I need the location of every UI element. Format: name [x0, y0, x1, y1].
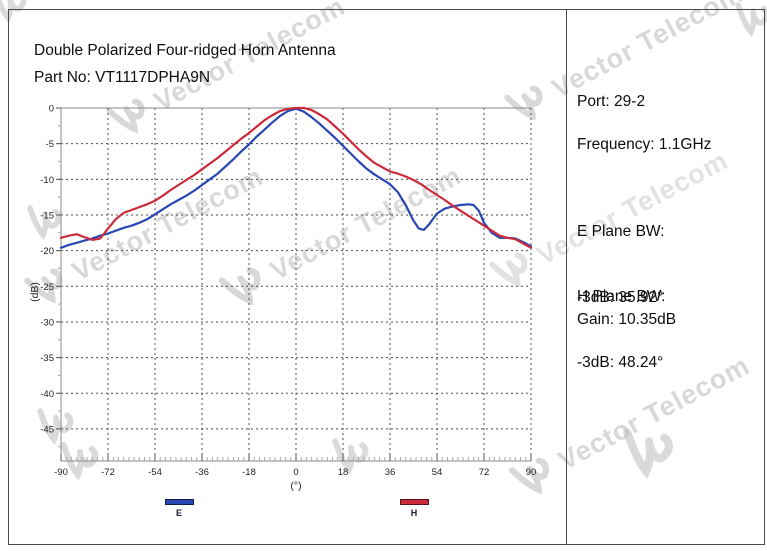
frequency-value: Frequency: 1.1GHz: [577, 136, 712, 153]
svg-text:0: 0: [293, 467, 298, 478]
legend-swatch-h: [399, 499, 429, 505]
svg-text:54: 54: [432, 467, 443, 478]
svg-text:-20: -20: [40, 246, 54, 257]
svg-text:-18: -18: [242, 467, 256, 478]
info-panel: Port: 29-2 Frequency: 1.1GHz E Plane BW:…: [566, 10, 764, 544]
svg-text:-90: -90: [54, 467, 68, 478]
frame: Double Polarized Four-ridged Horn Antenn…: [8, 9, 765, 545]
svg-text:-10: -10: [40, 175, 54, 186]
e-plane-beamwidth: E Plane BW: -3dB: 35.92°: [577, 177, 665, 353]
gain-value: Gain: 10.35dB: [577, 311, 677, 328]
chart-region: Double Polarized Four-ridged Horn Antenn…: [9, 10, 566, 544]
svg-text:-15: -15: [40, 210, 54, 221]
svg-text:-45: -45: [40, 424, 54, 435]
legend-label-h: H: [410, 508, 418, 518]
e-plane-value: -3dB: 35.92°: [577, 289, 664, 306]
legend-label-e: E: [175, 508, 182, 518]
h-plane-label: H Plane BW:: [577, 288, 666, 305]
y-axis-label: (dB): [28, 282, 41, 302]
h-plane-value: -3dB: 48.24°: [577, 354, 664, 371]
svg-text:-25: -25: [40, 282, 54, 293]
x-axis-label: (°): [290, 480, 302, 492]
svg-text:72: 72: [479, 467, 490, 478]
svg-text:18: 18: [338, 467, 349, 478]
part-number: Part No: VT1117DPHA9N: [34, 69, 211, 86]
legend-item-e: E: [157, 499, 201, 518]
svg-text:-40: -40: [40, 389, 54, 400]
svg-text:0: 0: [49, 104, 54, 115]
svg-text:-54: -54: [148, 467, 162, 478]
svg-text:36: 36: [385, 467, 396, 478]
e-plane-label: E Plane BW:: [577, 223, 665, 240]
svg-text:-35: -35: [40, 353, 54, 364]
legend-item-h: H: [392, 499, 436, 518]
svg-text:-5: -5: [46, 139, 54, 150]
port-value: Port: 29-2: [577, 93, 646, 110]
svg-text:-36: -36: [195, 467, 209, 478]
svg-text:-72: -72: [101, 467, 115, 478]
radiation-pattern-chart: -90 -72 -54 -36 -18 0 18 36 54 72 90 0 -5 -10 -15 -20 -2…: [40, 104, 537, 479]
h-plane-beamwidth: H Plane BW: -3dB: 48.24°: [577, 242, 665, 418]
svg-text:90: 90: [526, 467, 537, 478]
legend-swatch-e: [164, 499, 194, 505]
page-title: Double Polarized Four-ridged Horn Antenn…: [34, 42, 336, 59]
svg-text:-30: -30: [40, 317, 54, 328]
